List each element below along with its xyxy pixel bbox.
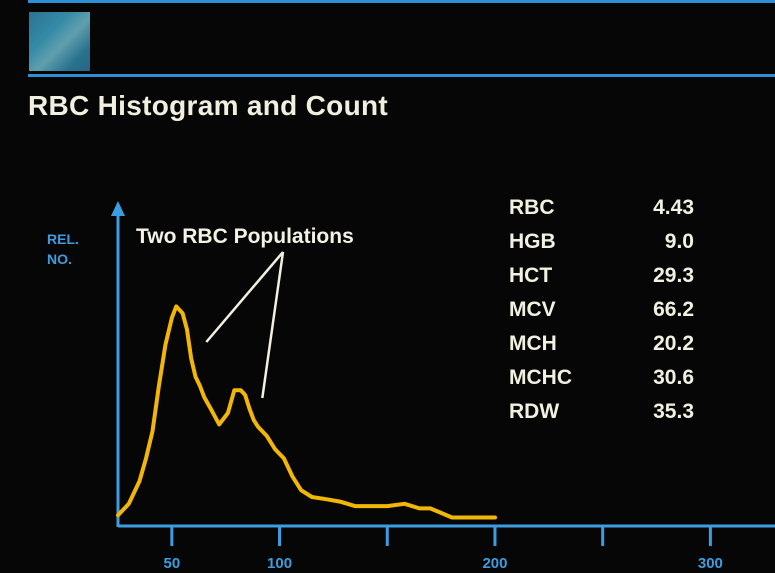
index-name: HGB (509, 230, 556, 253)
header-rule (28, 74, 775, 77)
index-row-hct: HCT 29.3 (509, 264, 694, 298)
index-value: 66.2 (653, 298, 694, 321)
annotation-pointers (205, 251, 285, 399)
x-tick-label-300: 300 (698, 555, 723, 572)
y-axis-arrow (111, 201, 125, 216)
index-value: 35.3 (653, 400, 694, 423)
index-row-rbc: RBC 4.43 (509, 196, 694, 230)
index-row-mcv: MCV 66.2 (509, 298, 694, 332)
index-name: MCV (509, 298, 556, 321)
index-name: HCT (509, 264, 553, 287)
index-row-mch: MCH 20.2 (509, 332, 694, 366)
rbc-indices-panel: RBC 4.43 HGB 9.0 HCT 29.3 MCV 66.2 MCH 2… (509, 196, 694, 434)
x-axis-ticks: 50 100 200 300 (164, 526, 723, 572)
histogram-series (116, 304, 497, 520)
y-axis-label-line-1: REL. (47, 231, 79, 247)
logo-image (29, 12, 90, 71)
annotation-pointer-1 (205, 251, 284, 343)
histogram-curve (116, 304, 497, 520)
y-axis-label: REL. NO. (47, 229, 79, 269)
index-name: MCHC (509, 366, 572, 389)
x-tick-label-100: 100 (267, 555, 292, 572)
index-name: RBC (509, 196, 555, 219)
y-axis-label-line-2: NO. (47, 251, 72, 267)
annotation-pointer-2 (261, 251, 285, 399)
index-name: RDW (509, 400, 560, 423)
index-row-rdw: RDW 35.3 (509, 400, 694, 434)
chart-axes (111, 201, 775, 528)
index-row-mchc: MCHC 30.6 (509, 366, 694, 400)
x-tick-label-50: 50 (164, 555, 181, 572)
populations-annotation: Two RBC Populations (136, 225, 354, 248)
index-row-hgb: HGB 9.0 (509, 230, 694, 264)
top-rule (28, 0, 775, 3)
index-name: MCH (509, 332, 557, 355)
index-value: 20.2 (653, 332, 694, 355)
index-value: 30.6 (653, 366, 694, 389)
page-title: RBC Histogram and Count (28, 90, 389, 121)
index-value: 9.0 (664, 230, 694, 253)
x-tick-label-200: 200 (482, 555, 507, 572)
index-value: 4.43 (653, 196, 694, 219)
index-value: 29.3 (653, 264, 694, 287)
